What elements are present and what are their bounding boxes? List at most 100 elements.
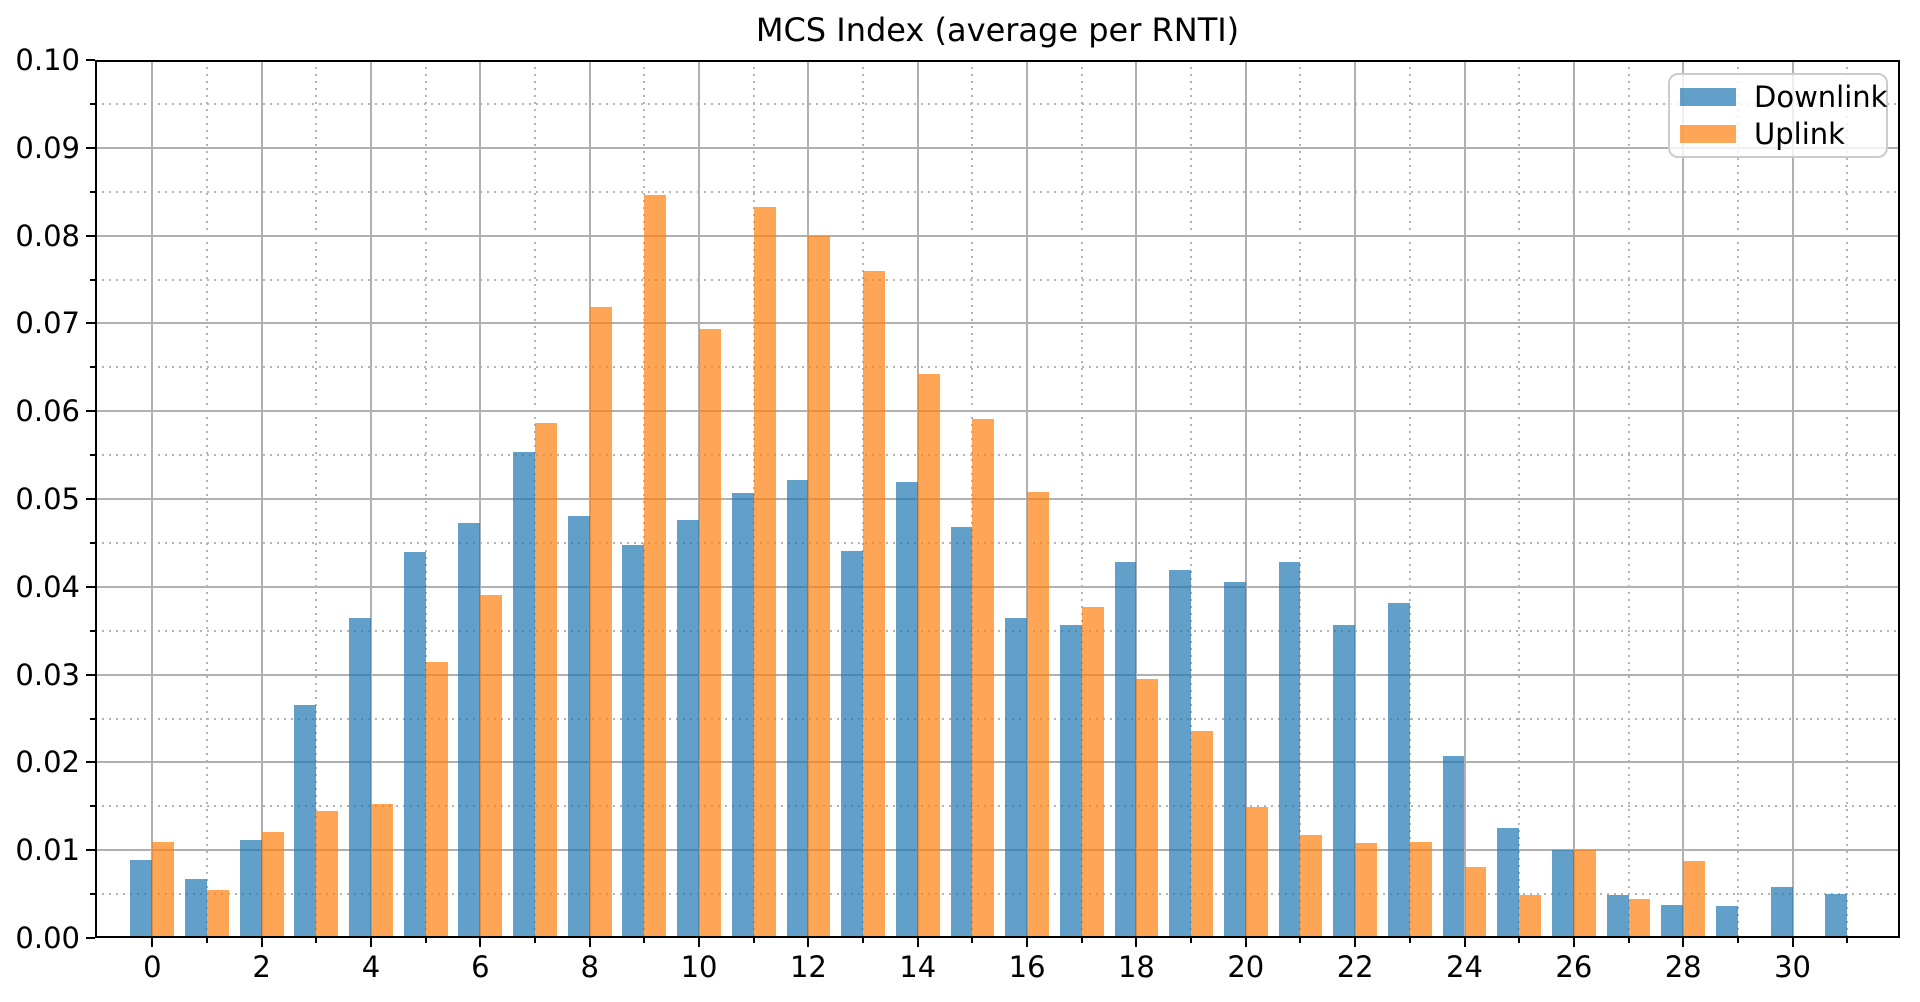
bar-uplink-4 [371, 804, 393, 938]
gridline-x-minor [1080, 60, 1083, 938]
x-tick-label: 14 [899, 950, 937, 984]
bar-uplink-16 [1027, 492, 1049, 938]
bar-downlink-30 [1770, 887, 1793, 938]
bar-downlink-8 [567, 516, 590, 938]
y-tick-label: 0.00 [15, 921, 80, 955]
gridline-y-minor [95, 366, 1900, 369]
bar-downlink-18 [1114, 562, 1137, 938]
legend-swatch-downlink [1680, 88, 1736, 107]
gridline-x-minor [315, 60, 318, 938]
y-tick-label: 0.08 [15, 218, 80, 253]
bar-downlink-16 [1005, 618, 1028, 938]
x-tick-major [1135, 938, 1138, 947]
bar-uplink-14 [917, 374, 940, 938]
gridline-y-major [95, 761, 1900, 764]
bar-downlink-11 [731, 493, 754, 938]
y-tick-label: 0.10 [15, 43, 80, 77]
gridline-x-minor [1518, 60, 1521, 938]
x-tick-major [1791, 938, 1794, 947]
y-tick-minor [90, 893, 95, 896]
y-tick-major [86, 498, 95, 500]
gridline-x-minor [1408, 60, 1411, 938]
bar-uplink-11 [753, 207, 776, 938]
y-tick-minor [90, 190, 95, 193]
bar-uplink-26 [1573, 850, 1596, 938]
bar-downlink-7 [513, 452, 536, 938]
bar-downlink-26 [1551, 850, 1574, 938]
x-tick-minor [1299, 938, 1302, 943]
bar-uplink-27 [1628, 899, 1651, 938]
y-tick-minor [90, 805, 95, 808]
x-tick-label: 6 [471, 950, 490, 984]
x-tick-major [1463, 938, 1466, 947]
y-tick-minor [90, 366, 95, 369]
x-tick-label: 24 [1446, 950, 1483, 984]
plot-area [95, 60, 1900, 938]
x-tick-minor [1190, 938, 1193, 943]
x-tick-minor [1627, 938, 1630, 943]
gridline-x-major [1244, 60, 1247, 938]
bar-downlink-0 [130, 860, 153, 938]
gridline-x-minor [1846, 60, 1849, 938]
x-tick-minor [1408, 938, 1411, 943]
y-tick-label: 0.06 [15, 394, 80, 429]
bar-uplink-18 [1136, 679, 1159, 938]
gridline-x-major [1572, 60, 1575, 938]
bar-downlink-20 [1223, 582, 1246, 938]
x-tick-major [151, 938, 154, 947]
bar-downlink-10 [677, 520, 700, 938]
x-tick-minor [205, 938, 208, 943]
bar-downlink-21 [1278, 562, 1301, 938]
legend: Downlink Uplink [1668, 73, 1888, 158]
bar-uplink-8 [589, 307, 612, 938]
gridline-y-major [95, 849, 1900, 852]
gridline-x-minor [1299, 60, 1302, 938]
bar-uplink-12 [808, 236, 831, 938]
gridline-y-minor [95, 278, 1900, 281]
x-tick-major [1682, 938, 1685, 947]
x-tick-label: 8 [580, 950, 599, 984]
y-tick-minor [90, 717, 95, 720]
bar-uplink-10 [699, 329, 721, 938]
x-tick-major [260, 938, 263, 947]
x-tick-major [698, 938, 701, 947]
x-tick-minor [534, 938, 537, 943]
gridline-x-major [1463, 60, 1466, 938]
x-tick-label: 26 [1555, 950, 1593, 984]
y-tick-label: 0.01 [15, 833, 80, 868]
bar-uplink-13 [863, 271, 885, 938]
x-tick-major [1244, 938, 1247, 947]
gridline-y-major [95, 498, 1900, 500]
bar-downlink-9 [622, 545, 645, 938]
legend-swatch-uplink [1680, 124, 1736, 143]
bar-uplink-22 [1355, 843, 1378, 938]
bar-downlink-28 [1661, 905, 1684, 938]
x-tick-minor [1736, 938, 1739, 943]
y-tick-minor [90, 541, 95, 544]
gridline-x-major [1682, 60, 1685, 938]
y-tick-major [86, 410, 95, 413]
bar-uplink-21 [1300, 835, 1323, 938]
gridline-y-minor [95, 102, 1900, 105]
bar-uplink-1 [206, 890, 229, 938]
gridline-x-major [1791, 60, 1794, 938]
y-tick-minor [90, 102, 95, 105]
bar-downlink-15 [950, 527, 973, 938]
bar-uplink-2 [261, 832, 284, 938]
y-tick-minor [90, 454, 95, 457]
y-tick-major [86, 849, 95, 852]
x-tick-major [588, 938, 591, 947]
gridline-y-minor [95, 717, 1900, 720]
x-tick-label: 2 [252, 950, 271, 984]
gridline-x-minor [1190, 60, 1193, 938]
x-tick-major [1572, 938, 1575, 947]
y-tick-label: 0.03 [15, 657, 80, 692]
x-tick-label: 28 [1664, 950, 1702, 984]
x-tick-minor [971, 938, 974, 943]
gridline-y-minor [95, 190, 1900, 193]
x-tick-label: 22 [1336, 950, 1374, 984]
bar-uplink-7 [535, 423, 557, 938]
y-tick-minor [90, 629, 95, 632]
x-tick-label: 0 [143, 950, 162, 984]
